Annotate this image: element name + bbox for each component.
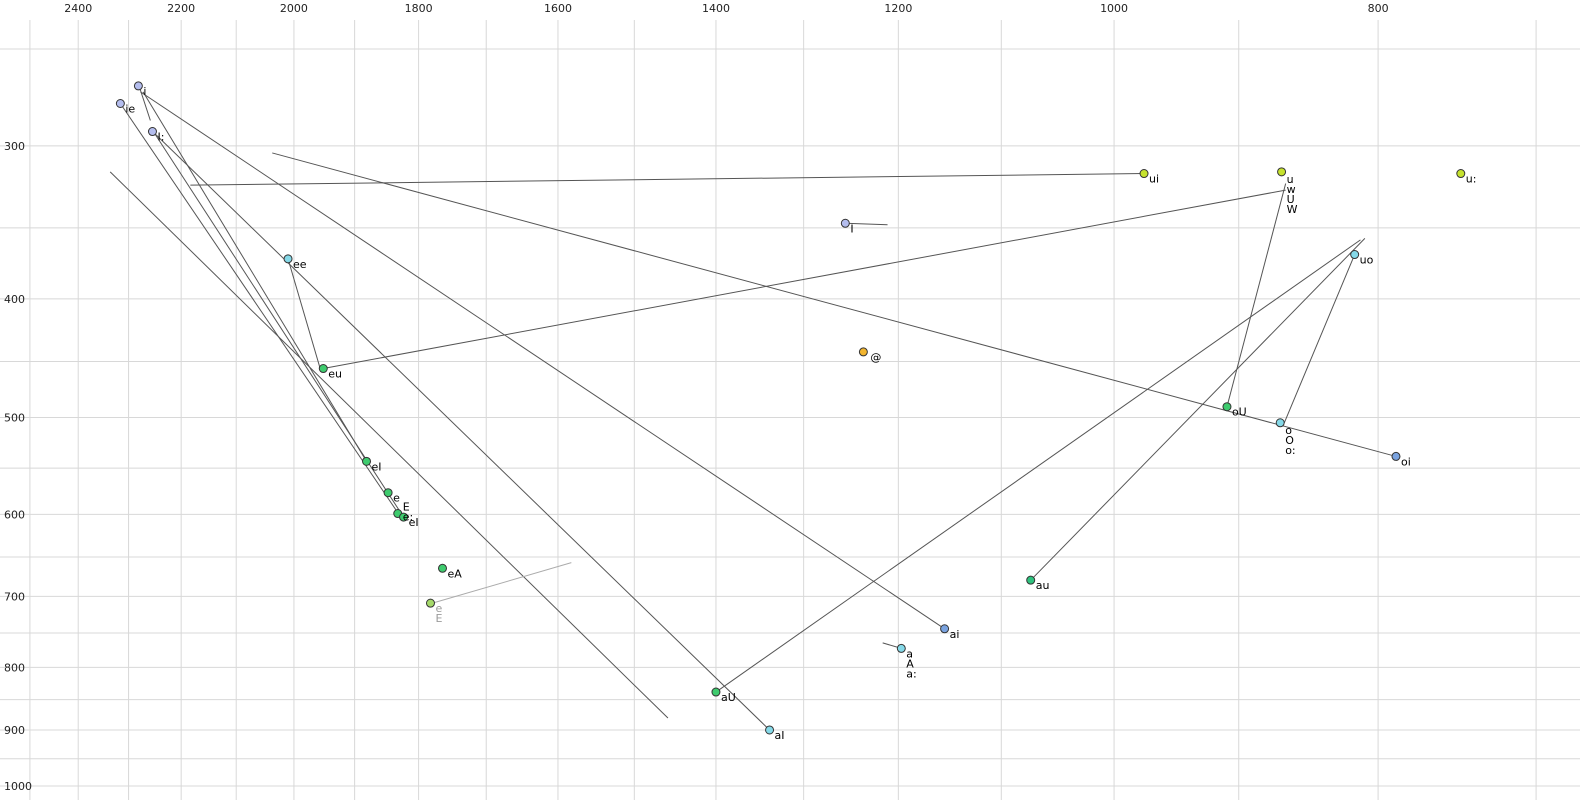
vowel-label-eI: eI — [372, 460, 382, 473]
vowel-point-schwa — [858, 347, 868, 357]
vowel-label-schwa: @ — [870, 351, 881, 364]
x-tick-label: 800 — [1368, 2, 1389, 15]
vowel-point-u-w-U-W — [1277, 167, 1287, 177]
y-tick-label: 700 — [4, 590, 25, 603]
x-tick-label: 2200 — [167, 2, 195, 15]
vowel-label-u-w-U-W: U — [1287, 193, 1295, 206]
vowel-point-I — [840, 218, 850, 228]
y-tick-label: 300 — [4, 140, 25, 153]
x-tick-label: 1400 — [702, 2, 730, 15]
vowel-label-u-w-U-W: W — [1287, 203, 1298, 216]
trajectory-line-aI — [154, 132, 770, 731]
vowel-label-ie: ie — [125, 102, 135, 115]
vowel-point-e — [383, 488, 393, 498]
vowel-label-au: au — [1036, 579, 1050, 592]
y-tick-label: 1000 — [4, 780, 32, 793]
vowel-label-E-e-long: e: — [403, 511, 413, 524]
vowel-point-u-long — [1456, 169, 1466, 179]
vowel-label-I: I — [850, 222, 853, 235]
vowel-point-e-gray — [425, 598, 435, 608]
vowel-label-eA: eA — [448, 567, 463, 580]
vowel-point-ui — [1139, 169, 1149, 179]
x-tick-label: 2000 — [280, 2, 308, 15]
vowel-label-oi: oi — [1401, 455, 1411, 468]
y-tick-label: 800 — [4, 661, 25, 674]
vowel-point-I-long — [147, 127, 157, 137]
vowel-label-eu: eu — [328, 368, 342, 381]
vowel-label-e-gray: E — [435, 612, 442, 625]
trajectory-line-unlabeled — [109, 171, 669, 719]
vowel-label-a-A-a-long: a — [906, 647, 913, 660]
x-tick-label: 2400 — [64, 2, 92, 15]
vowel-label-u-w-U-W: w — [1287, 183, 1296, 196]
vowel-label-eI-2: eI — [409, 516, 419, 529]
vowel-label-aU: aU — [721, 691, 736, 704]
trajectory-line-I-tick — [845, 222, 888, 226]
trajectory-line-e-gray-tick — [432, 562, 572, 604]
vowel-point-a-A-a-long — [896, 643, 906, 653]
trajectory-line-ei — [142, 91, 367, 462]
y-tick-label: 900 — [4, 724, 25, 737]
vowel-label-uo: uo — [1360, 254, 1374, 267]
x-tick-label: 1600 — [544, 2, 572, 15]
trajectory-line-ie — [119, 103, 399, 514]
vowel-point-o-O-o-long — [1275, 418, 1285, 428]
vowel-point-ie — [115, 98, 125, 108]
trajectory-line-oi — [272, 152, 1397, 457]
y-tick-label: 500 — [4, 411, 25, 424]
y-tick-label: 600 — [4, 508, 25, 521]
vowel-label-ee: ee — [293, 258, 307, 271]
vowel-label-o-O-o-long: o — [1285, 424, 1292, 437]
vowel-label-E-e-long: E — [403, 501, 410, 514]
vowel-point-au — [1026, 575, 1036, 585]
vowel-label-a-A-a-long: a: — [906, 667, 916, 680]
vowel-point-eA — [438, 563, 448, 573]
vowel-label-I-long: I: — [157, 131, 164, 144]
trajectory-line-ui — [190, 173, 1145, 186]
vowel-point-eI-2 — [399, 512, 409, 522]
vowel-point-aU — [711, 687, 721, 697]
vowel-point-uo — [1350, 250, 1360, 260]
vowel-point-ee — [283, 254, 293, 264]
vowel-label-a-A-a-long: A — [906, 657, 914, 670]
trajectory-line-ai — [140, 91, 945, 630]
trajectory-line-ee — [287, 258, 322, 371]
vowel-label-e: e — [393, 492, 400, 505]
trajectory-line-aU — [715, 239, 1361, 693]
vowel-label-o-O-o-long: o: — [1285, 444, 1295, 457]
vowel-label-ai: ai — [950, 628, 960, 641]
vowel-point-aI — [765, 725, 775, 735]
x-tick-label: 1000 — [1100, 2, 1128, 15]
vowel-label-e-gray: e — [435, 602, 442, 615]
vowel-point-ai — [940, 624, 950, 634]
vowel-point-eI — [362, 456, 372, 466]
vowel-label-oU: oU — [1232, 406, 1247, 419]
vowel-label-o-O-o-long: O — [1285, 434, 1294, 447]
trajectory-line-eI — [154, 133, 404, 518]
x-tick-label: 1200 — [884, 2, 912, 15]
vowel-label-u-w-U-W: u — [1287, 173, 1294, 186]
vowel-label-u-long: u: — [1466, 173, 1477, 186]
x-tick-label: 1800 — [405, 2, 433, 15]
vowel-label-ui: ui — [1149, 173, 1159, 186]
vowel-point-oU — [1222, 402, 1232, 412]
trajectory-line-eu — [323, 189, 1286, 370]
y-tick-label: 400 — [4, 293, 25, 306]
vowel-point-eu — [318, 364, 328, 374]
vowel-label-i: i — [143, 85, 146, 98]
trajectory-line-uo — [1283, 254, 1356, 423]
vowel-label-aI: aI — [775, 729, 785, 742]
vowel-point-oi — [1391, 451, 1401, 461]
trajectory-line-oU — [1226, 183, 1287, 407]
vowel-point-i — [133, 81, 143, 91]
trajectory-line-i-tick — [137, 83, 151, 121]
trajectory-line-au — [1030, 238, 1366, 581]
